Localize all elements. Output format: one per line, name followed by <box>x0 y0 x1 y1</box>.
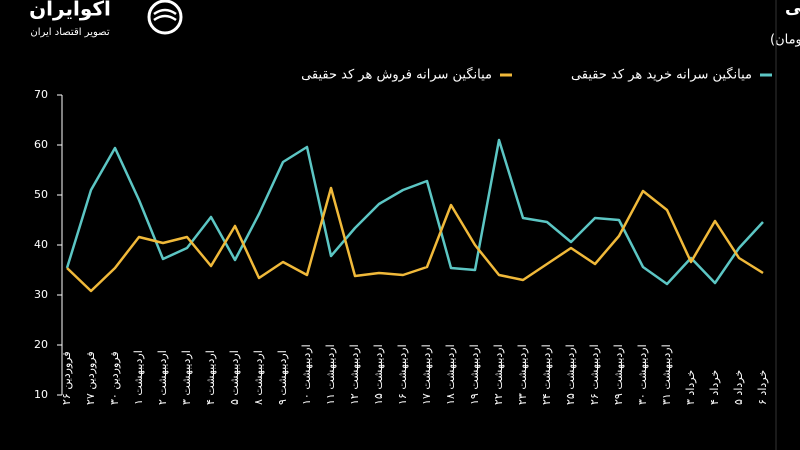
x-tick-label: اردیبهشت ۲۴ <box>540 344 553 405</box>
x-tick-label: اردیبهشت ۱۰ <box>300 344 313 405</box>
x-tick-label: اردیبهشت ۱۱ <box>324 344 337 405</box>
legend-label: میانگین سرانه خرید هر کد حقیقی <box>571 67 752 83</box>
x-tick-label: اردیبهشت ۲ <box>156 350 169 405</box>
y-tick-label: 50 <box>34 188 48 201</box>
x-tick-label: اردیبهشت ۲۲ <box>492 344 505 405</box>
y-tick-label: 60 <box>34 138 48 151</box>
x-tick-label: اردیبهشت ۳۰ <box>636 344 649 405</box>
x-tick-label: اردیبهشت ۱۶ <box>396 344 409 405</box>
x-tick-label: اردیبهشت ۱۵ <box>372 344 385 405</box>
y-tick-label: 10 <box>34 388 48 401</box>
legend-label: میانگین سرانه فروش هر کد حقیقی <box>301 67 492 83</box>
x-tick-label: اردیبهشت ۲۶ <box>588 344 601 405</box>
x-tick-label: اردیبهشت ۵ <box>228 350 241 405</box>
x-tick-label: اردیبهشت ۲۹ <box>612 344 625 405</box>
series-line <box>66 186 764 293</box>
x-tick-label: اردیبهشت ۲۵ <box>564 344 577 405</box>
logo-mark <box>153 8 177 22</box>
x-tick-label: خرداد ۴ <box>708 370 721 405</box>
y-tick-label: 20 <box>34 338 48 351</box>
series-line <box>65 138 764 286</box>
y-tick-label: 40 <box>34 238 48 251</box>
x-tick-label: اردیبهشت ۴ <box>204 350 217 405</box>
x-tick-label: اردیبهشت ۳۱ <box>660 344 673 405</box>
x-tick-label: فروردین ۲۷ <box>84 351 97 405</box>
x-tick-label: فروردین ۳۰ <box>108 351 121 405</box>
x-tick-label: فروردین ۲۶ <box>60 351 73 405</box>
x-tick-label: خرداد ۶ <box>756 370 769 405</box>
chart-title: روند میانگین روزانه سرانه خرید و فروش هر… <box>785 0 800 18</box>
x-tick-label: اردیبهشت ۱۸ <box>444 344 457 405</box>
y-tick-label: 70 <box>34 88 48 101</box>
brand-tagline: تصویر اقتصاد ایران <box>30 27 109 38</box>
chart-subtitle: (واحد: میلیون تومان) <box>770 33 800 48</box>
x-tick-label: اردیبهشت ۱ <box>132 350 145 405</box>
x-tick-label: اردیبهشت ۱۲ <box>348 344 361 405</box>
x-tick-label: اردیبهشت ۱۷ <box>420 344 433 405</box>
x-tick-label: اردیبهشت ۸ <box>252 350 265 405</box>
y-tick-label: 30 <box>34 288 48 301</box>
x-tick-label: خرداد ۵ <box>732 370 745 405</box>
x-tick-label: خرداد ۳ <box>684 370 697 405</box>
x-tick-label: اردیبهشت ۳ <box>180 350 193 405</box>
x-tick-label: اردیبهشت ۲۳ <box>516 344 529 405</box>
x-tick-label: اردیبهشت ۱۹ <box>468 344 481 405</box>
logo-icon <box>147 0 183 35</box>
brand-name: آکوایران <box>29 0 112 21</box>
x-tick-label: اردیبهشت ۹ <box>276 350 289 405</box>
